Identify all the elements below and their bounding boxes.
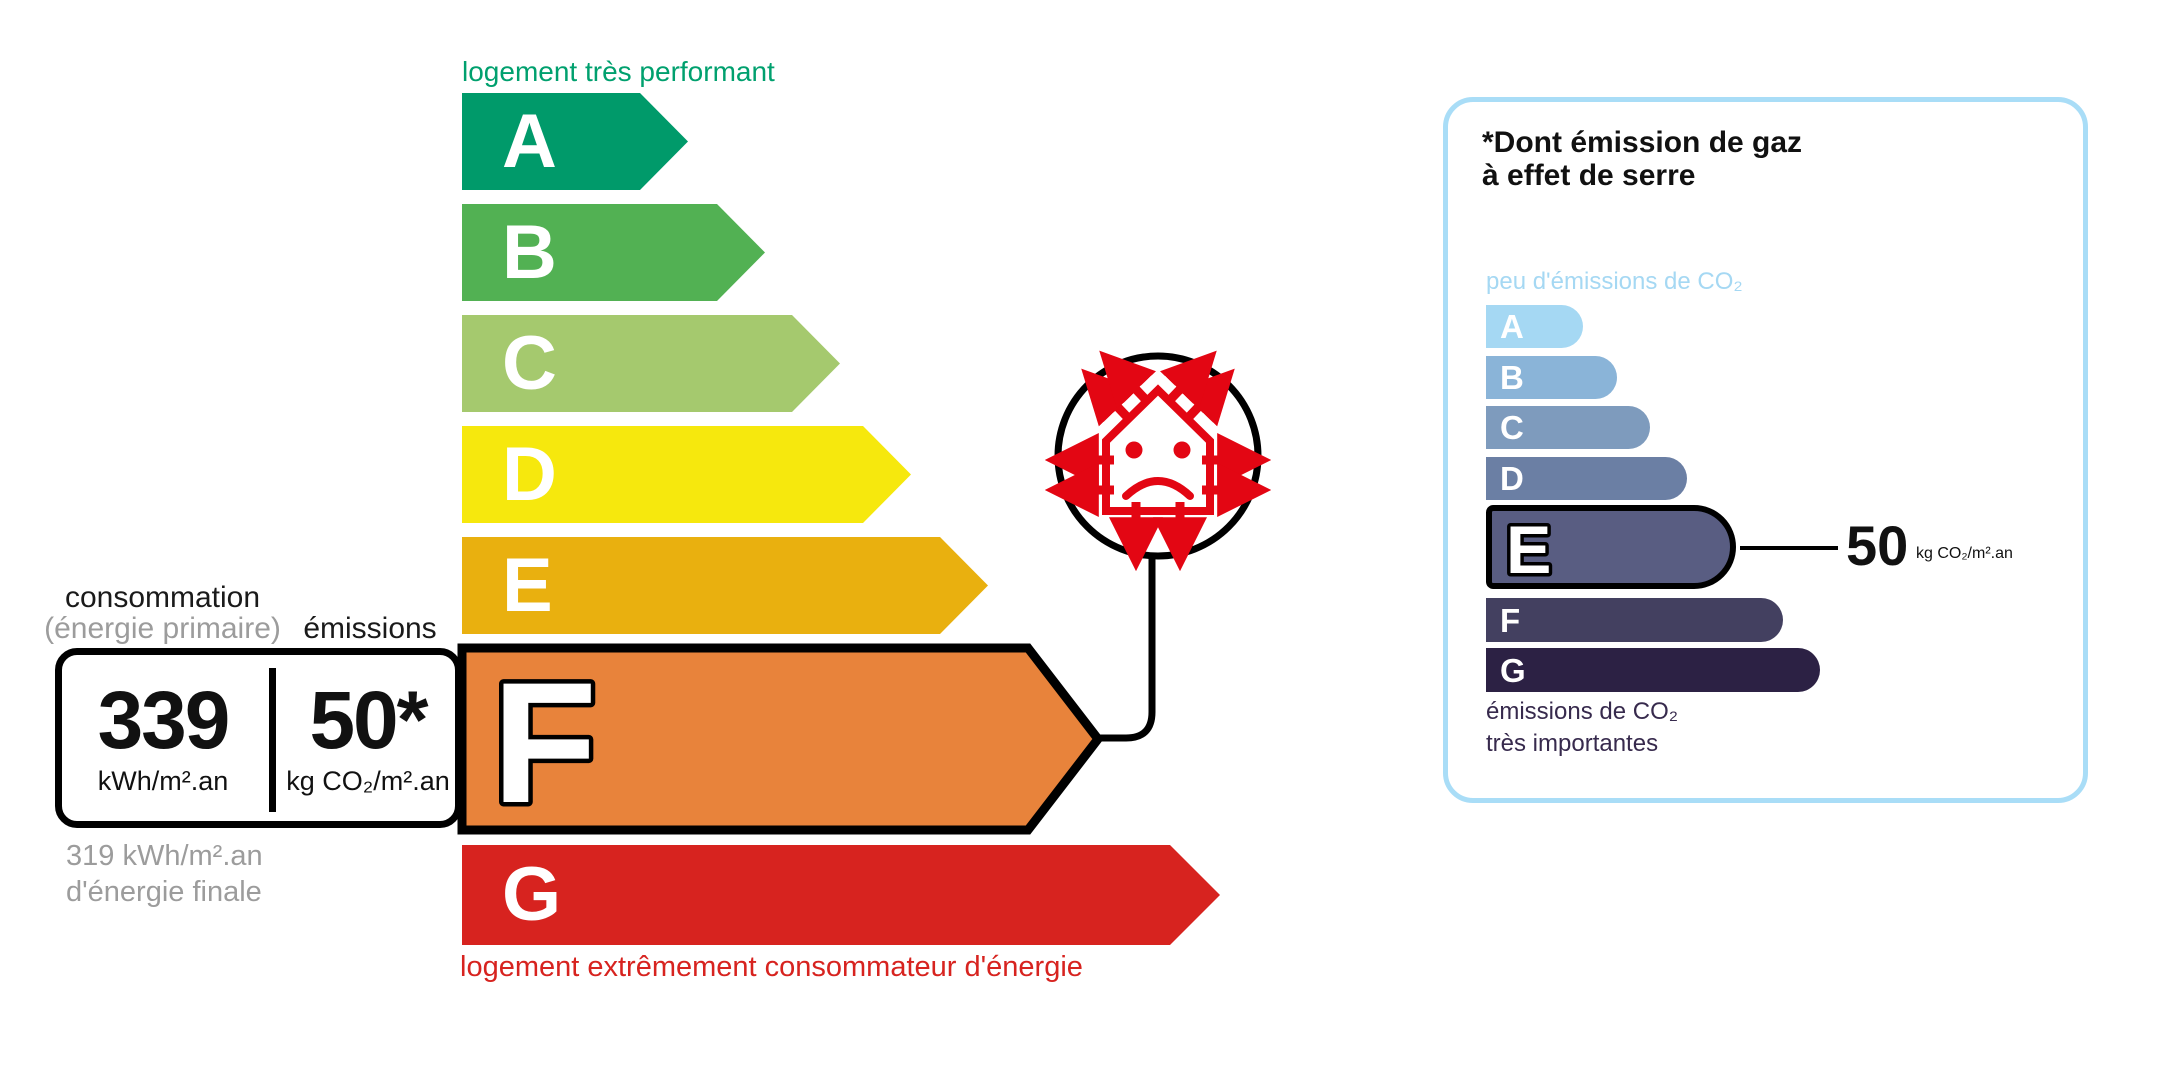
co2-class-b-label: B [1500,359,1524,396]
energy-class-a-arrow: A [462,93,688,190]
energy-value-cell: 339 kWh/m².an [60,660,266,816]
sad-house-glyph [1044,350,1272,572]
co2-unit: kg CO₂/m².an [286,765,450,796]
energy-class-a-label: A [502,98,557,184]
co2-panel-title-line2: à effet de serre [1482,159,1696,192]
co2-low-caption: peu d'émissions de CO₂ [1486,268,1743,295]
co2-panel-title-line1: *Dont émission de gaz [1482,126,1803,159]
co2-class-d-label: D [1500,460,1524,497]
energy-class-e-arrow: E [462,537,988,634]
energy-class-c-arrow: C [462,315,840,412]
energy-unit: kWh/m².an [97,765,229,796]
energy-class-f-label: F [492,647,597,839]
co2-high-caption: émissions de CO₂ très importantes [1486,696,1678,760]
final-energy-line2: d'énergie finale [66,876,262,908]
final-energy-line1: 319 kWh/m².an [66,840,263,872]
co2-class-g-label: G [1500,651,1526,689]
co2-class-f-bar: F [1486,598,1783,642]
energy-class-f-arrow: F [457,643,1104,844]
co2-class-g-bar: G [1486,648,1820,692]
energy-class-d-arrow: D [462,426,911,523]
energy-value: 339 [97,674,231,766]
co2-panel-unit: kg CO₂/m².an [1916,545,2013,562]
co2-high-caption-line2: très importantes [1486,730,1659,757]
energy-class-g-label: G [502,852,562,937]
energy-class-c-label: C [502,320,557,406]
co2-value: 50* [309,674,428,766]
energy-class-d-label: D [502,431,557,517]
co2-high-caption-line1: émissions de CO₂ [1486,698,1679,725]
co2-value-pointer-line [1740,546,1838,550]
connector-line [1098,558,1156,742]
co2-class-c-bar: C [1486,406,1650,449]
co2-class-d-bar: D [1486,457,1687,500]
energy-class-b-label: B [502,209,557,295]
energy-class-e-label: E [502,542,553,628]
emissions-header: émissions [303,612,437,645]
co2-class-e-label: E [1506,512,1551,588]
top-scale-caption: logement très performant [462,56,775,87]
value-box-divider [269,668,276,812]
co2-panel-title: *Dont émission de gaz à effet de serre [1482,126,1802,192]
bottom-scale-caption: logement extrêmement consommateur d'éner… [460,951,1083,983]
co2-class-a-bar: A [1486,305,1583,348]
energy-class-b-arrow: B [462,204,765,301]
co2-value-cell: 50* kg CO₂/m².an [278,660,458,816]
co2-class-a-label: A [1500,308,1524,345]
co2-class-e-bar-selected: E [1486,505,1736,592]
heat-loss-house-icon [1044,350,1272,742]
consumption-subheader: (énergie primaire) [44,612,281,645]
co2-class-f-label: F [1500,601,1521,639]
energy-class-g-arrow: G [462,845,1220,945]
indicator-value-box [55,648,462,828]
co2-panel-value: 50 [1846,514,1909,577]
energy-class-f-arrow-shape [457,643,1104,835]
co2-class-b-bar: B [1486,356,1617,399]
co2-emissions-panel: *Dont émission de gaz à effet de serre p… [1443,97,2088,803]
consumption-header: consommation [64,581,261,614]
co2-class-c-label: C [1500,409,1524,446]
